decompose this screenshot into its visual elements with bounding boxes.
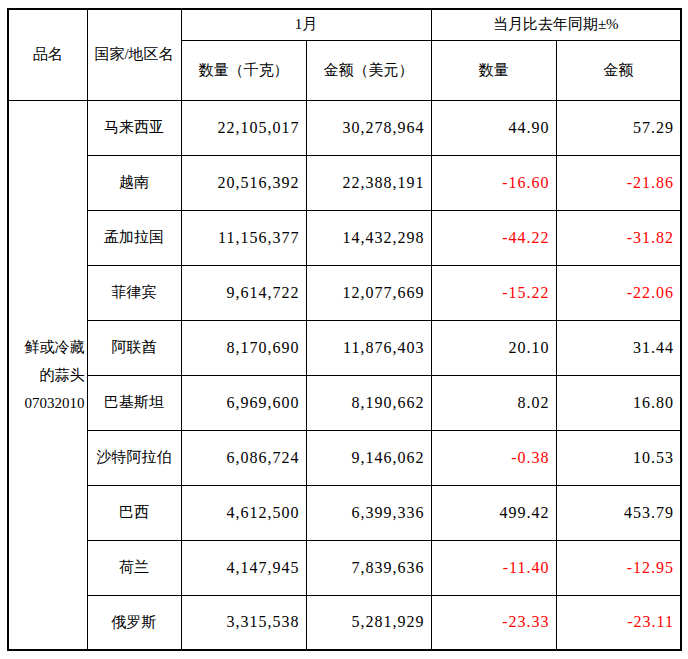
- amount-usd-cell: 22,388,191: [306, 155, 431, 210]
- header-qty-pct: 数量: [431, 40, 556, 100]
- qty-pct-cell: 499.42: [431, 485, 556, 540]
- header-yoy-group: 当月比去年同期±%: [431, 9, 681, 40]
- qty-pct-cell: -0.38: [431, 430, 556, 485]
- qty-pct-cell: 20.10: [431, 320, 556, 375]
- table-row: 沙特阿拉伯6,086,7249,146,062-0.3810.53: [8, 430, 681, 485]
- qty-kg-cell: 22,105,017: [181, 100, 306, 155]
- table-row: 荷兰4,147,9457,839,636-11.40-12.95: [8, 540, 681, 595]
- qty-pct-cell: -11.40: [431, 540, 556, 595]
- country-cell: 沙特阿拉伯: [87, 430, 181, 485]
- amount-pct-cell: -31.82: [556, 210, 681, 265]
- qty-kg-cell: 11,156,377: [181, 210, 306, 265]
- table-header: 品名 国家/地区名 1月 当月比去年同期±% 数量（千克） 金额（美元） 数量 …: [8, 9, 681, 100]
- table-row: 越南20,516,39222,388,191-16.60-21.86: [8, 155, 681, 210]
- qty-pct-cell: -16.60: [431, 155, 556, 210]
- amount-usd-cell: 14,432,298: [306, 210, 431, 265]
- country-cell: 菲律宾: [87, 265, 181, 320]
- qty-kg-cell: 6,969,600: [181, 375, 306, 430]
- amount-usd-cell: 11,876,403: [306, 320, 431, 375]
- amount-usd-cell: 6,399,336: [306, 485, 431, 540]
- trade-data-table: 品名 国家/地区名 1月 当月比去年同期±% 数量（千克） 金额（美元） 数量 …: [7, 8, 682, 651]
- table-row: 巴西4,612,5006,399,336499.42453.79: [8, 485, 681, 540]
- amount-usd-cell: 8,190,662: [306, 375, 431, 430]
- header-amount-pct: 金额: [556, 40, 681, 100]
- qty-pct-cell: -23.33: [431, 595, 556, 650]
- amount-usd-cell: 7,839,636: [306, 540, 431, 595]
- country-cell: 孟加拉国: [87, 210, 181, 265]
- table-row: 鲜或冷藏 的蒜头 07032010马来西亚22,105,01730,278,96…: [8, 100, 681, 155]
- table-row: 孟加拉国11,156,37714,432,298-44.22-31.82: [8, 210, 681, 265]
- qty-kg-cell: 8,170,690: [181, 320, 306, 375]
- qty-pct-cell: 8.02: [431, 375, 556, 430]
- amount-pct-cell: 10.53: [556, 430, 681, 485]
- qty-kg-cell: 3,315,538: [181, 595, 306, 650]
- qty-pct-cell: 44.90: [431, 100, 556, 155]
- table-row: 巴基斯坦6,969,6008,190,6628.0216.80: [8, 375, 681, 430]
- amount-pct-cell: 453.79: [556, 485, 681, 540]
- qty-kg-cell: 20,516,392: [181, 155, 306, 210]
- amount-pct-cell: -22.06: [556, 265, 681, 320]
- amount-pct-cell: -23.11: [556, 595, 681, 650]
- table-body: 鲜或冷藏 的蒜头 07032010马来西亚22,105,01730,278,96…: [8, 100, 681, 650]
- amount-pct-cell: -21.86: [556, 155, 681, 210]
- country-cell: 荷兰: [87, 540, 181, 595]
- country-cell: 阿联酋: [87, 320, 181, 375]
- qty-pct-cell: -44.22: [431, 210, 556, 265]
- qty-kg-cell: 9,614,722: [181, 265, 306, 320]
- table-row: 俄罗斯3,315,5385,281,929-23.33-23.11: [8, 595, 681, 650]
- trade-statistics-page: 品名 国家/地区名 1月 当月比去年同期±% 数量（千克） 金额（美元） 数量 …: [0, 0, 688, 659]
- header-row-groups: 品名 国家/地区名 1月 当月比去年同期±%: [8, 9, 681, 40]
- amount-usd-cell: 5,281,929: [306, 595, 431, 650]
- qty-pct-cell: -15.22: [431, 265, 556, 320]
- country-cell: 巴西: [87, 485, 181, 540]
- country-cell: 马来西亚: [87, 100, 181, 155]
- header-amount-usd: 金额（美元）: [306, 40, 431, 100]
- table-row: 阿联酋8,170,69011,876,40320.1031.44: [8, 320, 681, 375]
- country-cell: 巴基斯坦: [87, 375, 181, 430]
- amount-usd-cell: 9,146,062: [306, 430, 431, 485]
- header-month-group: 1月: [181, 9, 431, 40]
- amount-usd-cell: 12,077,669: [306, 265, 431, 320]
- qty-kg-cell: 4,612,500: [181, 485, 306, 540]
- amount-pct-cell: -12.95: [556, 540, 681, 595]
- product-name-cell: 鲜或冷藏 的蒜头 07032010: [8, 100, 87, 650]
- amount-pct-cell: 57.29: [556, 100, 681, 155]
- qty-kg-cell: 6,086,724: [181, 430, 306, 485]
- header-product-col: 品名: [8, 9, 87, 100]
- header-country-col: 国家/地区名: [87, 9, 181, 100]
- country-cell: 俄罗斯: [87, 595, 181, 650]
- amount-usd-cell: 30,278,964: [306, 100, 431, 155]
- header-qty-kg: 数量（千克）: [181, 40, 306, 100]
- table-row: 菲律宾9,614,72212,077,669-15.22-22.06: [8, 265, 681, 320]
- amount-pct-cell: 31.44: [556, 320, 681, 375]
- amount-pct-cell: 16.80: [556, 375, 681, 430]
- qty-kg-cell: 4,147,945: [181, 540, 306, 595]
- country-cell: 越南: [87, 155, 181, 210]
